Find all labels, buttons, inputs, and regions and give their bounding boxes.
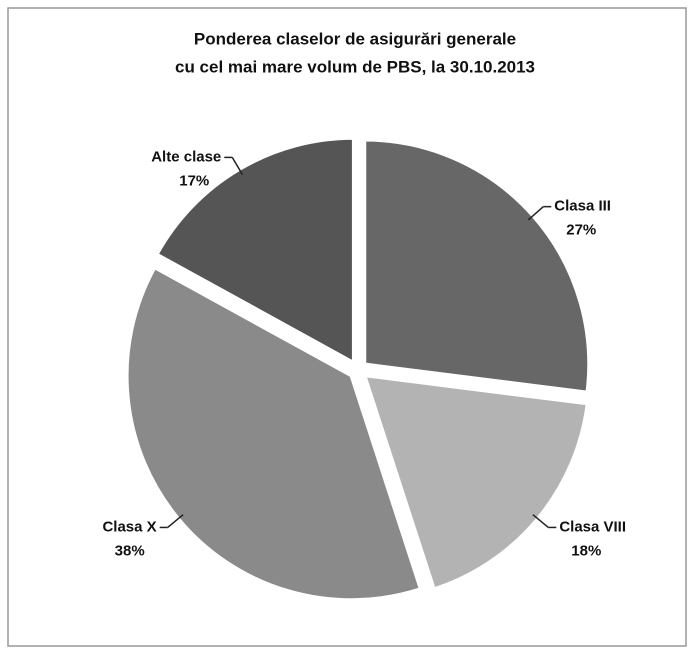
slice-value-label: 18% (571, 542, 601, 559)
slice-label: Clasa III (554, 198, 611, 215)
leader-line (527, 206, 544, 221)
slice-value-label: 27% (566, 222, 596, 239)
leader-line (231, 157, 244, 175)
leader-line (167, 514, 184, 529)
chart-title: Ponderea claselor de asigurări generale (194, 29, 516, 48)
chart-title: cu cel mai mare volum de PBS, la 30.10.2… (175, 57, 535, 76)
slice-label: Clasa X (102, 518, 156, 535)
slice-value-label: 38% (115, 542, 145, 559)
slice-label: Alte clase (151, 148, 221, 165)
slice-label: Clasa VIII (559, 518, 626, 535)
slice-value-label: 17% (179, 172, 209, 189)
leader-line (532, 514, 549, 529)
